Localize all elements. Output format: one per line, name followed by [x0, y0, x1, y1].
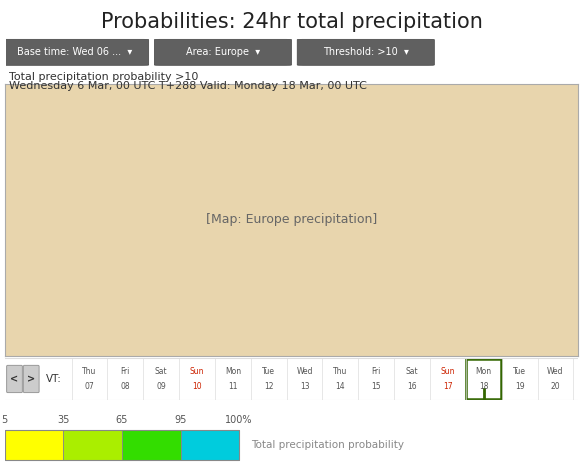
Text: Tue: Tue: [513, 367, 526, 376]
Text: 15: 15: [371, 382, 381, 391]
Text: 18: 18: [479, 382, 489, 391]
Text: Sat: Sat: [155, 367, 167, 376]
Text: 5: 5: [2, 415, 8, 425]
Text: Mon: Mon: [225, 367, 241, 376]
Text: Wed: Wed: [296, 367, 313, 376]
Text: Total precipitation probability >10: Total precipitation probability >10: [9, 72, 198, 82]
Text: Sun: Sun: [190, 367, 204, 376]
Text: 07: 07: [85, 382, 94, 391]
Text: 08: 08: [121, 382, 130, 391]
Text: Thu: Thu: [82, 367, 97, 376]
FancyBboxPatch shape: [6, 365, 22, 392]
Text: Thu: Thu: [333, 367, 347, 376]
Text: [Map: Europe precipitation]: [Map: Europe precipitation]: [206, 213, 377, 226]
Bar: [5, 430, 239, 460]
FancyBboxPatch shape: [297, 40, 434, 65]
Text: Fri: Fri: [371, 367, 381, 376]
Text: <: <: [10, 374, 19, 384]
Text: Sat: Sat: [406, 367, 419, 376]
Text: 65: 65: [115, 415, 128, 425]
Text: Mon: Mon: [476, 367, 492, 376]
Text: >: >: [27, 374, 36, 384]
Text: Tue: Tue: [262, 367, 275, 376]
FancyBboxPatch shape: [154, 40, 292, 65]
Bar: [64, 430, 122, 460]
Text: VT:: VT:: [46, 374, 62, 384]
Text: Area: Europe  ▾: Area: Europe ▾: [186, 47, 260, 57]
Text: 17: 17: [443, 382, 453, 391]
Text: 100%: 100%: [226, 415, 253, 425]
FancyBboxPatch shape: [0, 40, 149, 65]
Bar: [122, 430, 181, 460]
Text: 14: 14: [336, 382, 345, 391]
Text: 13: 13: [300, 382, 310, 391]
Text: 12: 12: [264, 382, 273, 391]
Text: Total precipitation probability: Total precipitation probability: [251, 440, 404, 450]
FancyBboxPatch shape: [23, 365, 39, 392]
Bar: [5, 430, 64, 460]
Text: 35: 35: [57, 415, 69, 425]
Bar: [466, 359, 501, 399]
Text: Sun: Sun: [441, 367, 455, 376]
Text: Wednesday 6 Mar, 00 UTC T+288 Valid: Monday 18 Mar, 00 UTC: Wednesday 6 Mar, 00 UTC T+288 Valid: Mon…: [9, 81, 367, 92]
Text: Wed: Wed: [547, 367, 564, 376]
Text: 20: 20: [551, 382, 560, 391]
Text: Threshold: >10  ▾: Threshold: >10 ▾: [323, 47, 409, 57]
Text: Fri: Fri: [121, 367, 130, 376]
Text: 10: 10: [192, 382, 202, 391]
Text: Base time: Wed 06 ...  ▾: Base time: Wed 06 ... ▾: [17, 47, 132, 57]
Bar: [181, 430, 239, 460]
Text: 09: 09: [156, 382, 166, 391]
Text: 19: 19: [515, 382, 525, 391]
Text: 95: 95: [174, 415, 187, 425]
Text: 11: 11: [228, 382, 238, 391]
Text: Probabilities: 24hr total precipitation: Probabilities: 24hr total precipitation: [100, 12, 483, 32]
Text: 16: 16: [408, 382, 417, 391]
